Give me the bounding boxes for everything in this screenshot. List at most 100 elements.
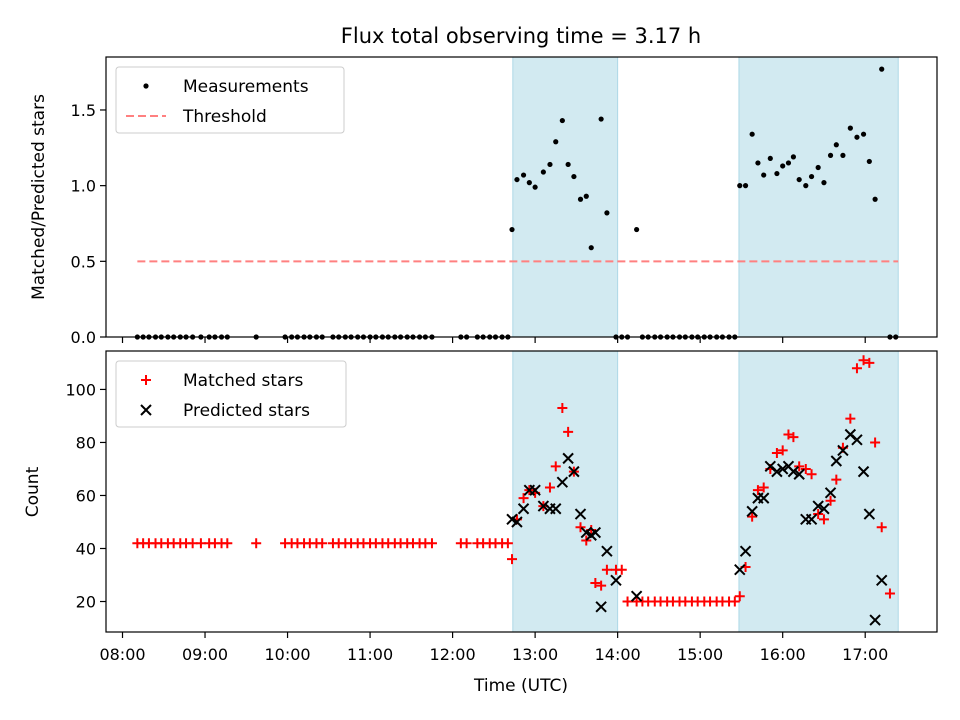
data-point [601, 564, 612, 575]
x-tick-label: 13:00 [512, 645, 558, 664]
data-point [509, 226, 515, 233]
data-point [518, 493, 529, 504]
y-axis-label-count: Count [23, 466, 43, 517]
y-tick-label: 60 [76, 486, 96, 505]
data-point [821, 180, 827, 186]
data-point [568, 465, 580, 478]
data-point [788, 432, 799, 443]
y-tick-label: 100 [65, 380, 96, 399]
data-point [818, 514, 829, 525]
data-point [879, 66, 885, 72]
data-point [583, 193, 589, 199]
data-point [864, 357, 875, 368]
data-point [825, 495, 836, 506]
data-point [767, 155, 773, 162]
observing-interval-1 [738, 56, 899, 338]
data-point [571, 173, 577, 180]
data-point [757, 492, 770, 504]
data-point [815, 164, 821, 171]
legend-swatch [141, 375, 151, 385]
data-point [590, 577, 601, 588]
data-point [847, 125, 853, 131]
data-point [747, 511, 758, 522]
data-point [559, 117, 565, 124]
data-point [575, 522, 586, 533]
x-tick-label: 10:00 [264, 645, 310, 664]
data-point [790, 154, 797, 160]
legend-label: Matched stars [183, 371, 303, 391]
data-point [634, 226, 640, 233]
x-tick-label: 16:00 [760, 645, 806, 664]
x-tick-label: 09:00 [182, 645, 228, 664]
data-point [749, 131, 755, 137]
data-point [785, 160, 792, 166]
data-point [827, 152, 834, 158]
data-point [831, 474, 842, 485]
data-point [830, 455, 843, 467]
data-point [729, 596, 740, 607]
data-point [502, 538, 513, 549]
data-point [800, 463, 811, 474]
data-point [562, 452, 574, 465]
data-point [824, 487, 837, 499]
y-tick-label: 0.0 [71, 328, 96, 347]
legend: Measurements Threshold [115, 66, 345, 134]
panel-ratio: 0.0 0.5 1.0 1.5 Measurements Threshold [71, 56, 938, 347]
observing-interval-1 [738, 350, 899, 633]
data-point [851, 363, 862, 374]
data-point [854, 134, 860, 140]
data-point [818, 503, 830, 515]
data-point [537, 500, 550, 512]
data-point [520, 172, 527, 178]
data-point [556, 476, 569, 488]
legend-label: Threshold [182, 107, 267, 127]
data-point [870, 437, 881, 448]
data-point [426, 538, 437, 549]
data-point [622, 596, 633, 607]
data-point [777, 445, 788, 456]
data-point [812, 500, 824, 512]
data-point [577, 196, 584, 202]
data-point [806, 469, 817, 480]
data-point [884, 588, 895, 599]
data-point [550, 503, 562, 515]
panel-counts: 20 40 60 80 100 08:00 09:00 10:00 11:00 12:00 13:0… [65, 350, 938, 664]
axes-frame [105, 350, 938, 633]
data-point [588, 245, 594, 251]
data-point [771, 448, 782, 459]
series-matched-stars [132, 355, 895, 607]
data-point [776, 463, 789, 475]
data-point [771, 465, 783, 478]
data-point [761, 172, 767, 178]
y-tick-label: 1.5 [71, 101, 96, 120]
data-point [803, 183, 809, 189]
data-point [755, 160, 761, 166]
data-point [793, 468, 805, 480]
data-point [550, 461, 561, 472]
data-point [746, 505, 758, 518]
data-point [780, 163, 786, 169]
data-point [581, 535, 592, 546]
data-point [589, 526, 602, 539]
data-point [595, 601, 607, 613]
x-tick-label: 11:00 [347, 645, 393, 664]
series-predicted-stars [506, 428, 888, 626]
data-point [251, 538, 262, 549]
data-point [833, 142, 839, 148]
data-point [532, 184, 538, 190]
data-point [739, 545, 752, 557]
y-tick-label: 1.0 [71, 177, 96, 196]
data-point [796, 176, 802, 183]
y-tick-label: 80 [76, 433, 96, 452]
observing-interval-0 [512, 56, 619, 338]
data-point [461, 538, 472, 549]
data-point [863, 508, 876, 520]
data-point [840, 152, 846, 158]
data-point [222, 538, 233, 549]
chart-title: Flux total observing time = 3.17 h [341, 24, 701, 48]
legend-label: Measurements [183, 77, 309, 97]
data-point [752, 485, 763, 496]
data-point [317, 538, 328, 549]
data-point [540, 169, 546, 175]
y-axis-label-ratio: Matched/Predicted stars [29, 94, 49, 300]
